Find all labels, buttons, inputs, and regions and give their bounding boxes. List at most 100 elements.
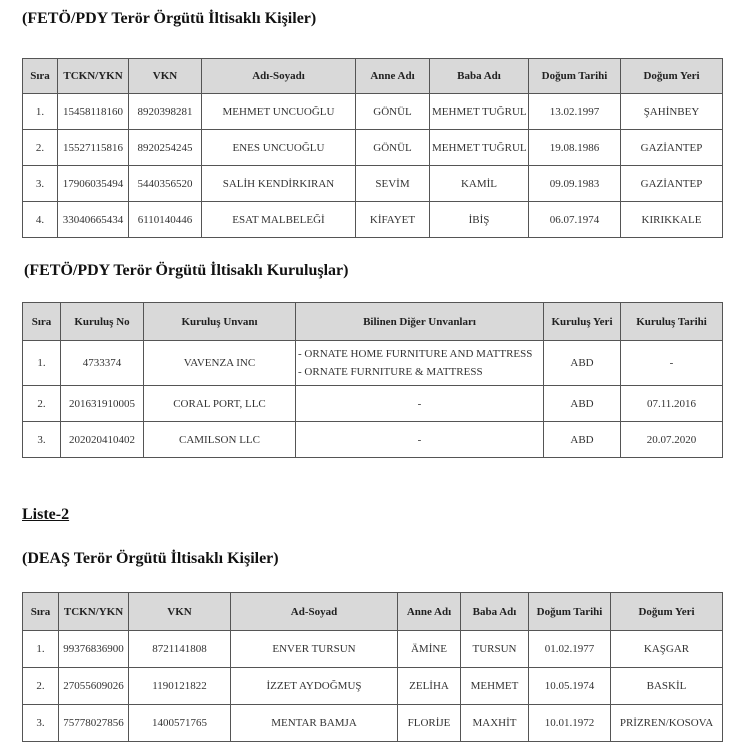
table-cell: 201631910005: [60, 385, 144, 422]
column-header: Doğum Tarihi: [528, 592, 611, 631]
table-cell: ENES UNCUOĞLU: [201, 129, 356, 166]
column-header: VKN: [128, 58, 202, 94]
table-row: 2. 15527115816 8920254245 ENES UNCUOĞLU GÖNÜ…: [22, 129, 723, 166]
table-cell: 19.08.1986: [528, 129, 621, 166]
column-header: Anne Adı: [355, 58, 430, 94]
table-cell: KAMİL: [429, 165, 529, 202]
table-cell: 17906035494: [57, 165, 129, 202]
table-cell: ESAT MALBELEĞİ: [201, 201, 356, 238]
table-cell: MAXHİT: [460, 704, 529, 742]
header-row: Sıra Kuruluş No Kuruluş Unvanı Bilinen Diğe…: [22, 302, 723, 341]
table-cell: 1400571765: [128, 704, 231, 742]
table-cell: 33040665434: [57, 201, 129, 238]
table-cell: PRİZREN/KOSOVA: [610, 704, 723, 742]
table-cell: 15527115816: [57, 129, 129, 166]
table-cell: FLORİJE: [397, 704, 461, 742]
table-cell: ABD: [543, 421, 621, 458]
table-cell: MEHMET UNCUOĞLU: [201, 93, 356, 130]
column-header: Doğum Yeri: [610, 592, 723, 631]
table-cell: 20.07.2020: [620, 421, 723, 458]
section-title-deas-persons: (DEAŞ Terör Örgütü İltisaklı Kişiler): [22, 550, 279, 567]
table-cell: 8721141808: [128, 630, 231, 668]
table-cell: 1190121822: [128, 667, 231, 705]
table-cell: GAZİANTEP: [620, 165, 723, 202]
table-cell: 3.: [22, 421, 61, 458]
table-cell: 4.: [22, 201, 58, 238]
table-cell: GÖNÜL: [355, 93, 430, 130]
section-title-fetö-organizations: (FETÖ/PDY Terör Örgütü İltisaklı Kuruluş…: [24, 262, 349, 279]
column-header: VKN: [128, 592, 231, 631]
table-cell: 10.01.1972: [528, 704, 611, 742]
table-cell: 75778027856: [58, 704, 129, 742]
table-cell: İBİŞ: [429, 201, 529, 238]
table-cell: 06.07.1974: [528, 201, 621, 238]
table-row: 3. 75778027856 1400571765 MENTAR BAMJA FLORİ…: [22, 704, 723, 742]
table-cell: 99376836900: [58, 630, 129, 668]
table-row: 4. 33040665434 6110140446 ESAT MALBELEĞİ KİF…: [22, 201, 723, 238]
table-cell: SALİH KENDİRKIRAN: [201, 165, 356, 202]
table-cell: İZZET AYDOĞMUŞ: [230, 667, 398, 705]
table-cell: 15458118160: [57, 93, 129, 130]
column-header: Baba Adı: [429, 58, 529, 94]
table-cell: 1.: [22, 340, 61, 386]
fetö-persons-table: Sıra TCKN/YKN VKN Adı-Soyadı Anne Adı Baba Ad…: [22, 58, 723, 238]
column-header: Sıra: [22, 302, 61, 341]
table-cell: MEHMET: [460, 667, 529, 705]
table-cell: MEHMET TUĞRUL: [429, 129, 529, 166]
table-cell: 09.09.1983: [528, 165, 621, 202]
column-header: Baba Adı: [460, 592, 529, 631]
column-header: Bilinen Diğer Unvanları: [295, 302, 544, 341]
column-header: Kuruluş No: [60, 302, 144, 341]
column-header: Kuruluş Unvanı: [143, 302, 296, 341]
table-cell: 1.: [22, 630, 59, 668]
table-row: 3. 17906035494 5440356520 SALİH KENDİRKIRAN…: [22, 165, 723, 202]
column-header: Sıra: [22, 592, 59, 631]
column-header: TCKN/YKN: [58, 592, 129, 631]
column-header: Doğum Yeri: [620, 58, 723, 94]
column-header: Kuruluş Tarihi: [620, 302, 723, 341]
table-cell: 2.: [22, 667, 59, 705]
table-cell: 10.05.1974: [528, 667, 611, 705]
table-cell: 07.11.2016: [620, 385, 723, 422]
table-cell: -: [620, 340, 723, 386]
table-cell: 8920254245: [128, 129, 202, 166]
table-cell: 2.: [22, 129, 58, 166]
table-cell: 5440356520: [128, 165, 202, 202]
header-row: Sıra TCKN/YKN VKN Ad-Soyad Anne Adı Baba Adı D…: [22, 592, 723, 631]
table-cell: MEHMET TUĞRUL: [429, 93, 529, 130]
table-cell: KIRIKKALE: [620, 201, 723, 238]
table-cell: ŞAHİNBEY: [620, 93, 723, 130]
table-cell: 2.: [22, 385, 61, 422]
table-cell: ABD: [543, 340, 621, 386]
table-cell: 13.02.1997: [528, 93, 621, 130]
table-cell: ÄMİNE: [397, 630, 461, 668]
table-cell: GÖNÜL: [355, 129, 430, 166]
table-cell: 3.: [22, 704, 59, 742]
table-row: 2. 27055609026 1190121822 İZZET AYDOĞMUŞ ZEL…: [22, 667, 723, 705]
table-cell: ENVER TURSUN: [230, 630, 398, 668]
table-cell: TURSUN: [460, 630, 529, 668]
table-cell: ABD: [543, 385, 621, 422]
column-header: Sıra: [22, 58, 58, 94]
fetö-organizations-table: Sıra Kuruluş No Kuruluş Unvanı Bilinen Diğe…: [22, 302, 723, 458]
table-cell: MENTAR BAMJA: [230, 704, 398, 742]
table-cell: 6110140446: [128, 201, 202, 238]
table-row: 1. 99376836900 8721141808 ENVER TURSUN ÄMİNE…: [22, 630, 723, 668]
table-cell: 27055609026: [58, 667, 129, 705]
table-cell: GAZİANTEP: [620, 129, 723, 166]
table-cell: 202020410402: [60, 421, 144, 458]
table-cell: KİFAYET: [355, 201, 430, 238]
column-header: TCKN/YKN: [57, 58, 129, 94]
table-row: 1. 15458118160 8920398281 MEHMET UNCUOĞLU GÖ…: [22, 93, 723, 130]
table-cell: -: [295, 385, 544, 422]
deas-persons-table: Sıra TCKN/YKN VKN Ad-Soyad Anne Adı Baba Adı D…: [22, 592, 723, 742]
table-cell: SEVİM: [355, 165, 430, 202]
table-cell: KAŞGAR: [610, 630, 723, 668]
table-cell: CORAL PORT, LLC: [143, 385, 296, 422]
column-header: Kuruluş Yeri: [543, 302, 621, 341]
column-header: Doğum Tarihi: [528, 58, 621, 94]
table-row: 1. 4733374 VAVENZA INC - ORNATE HOME FURNIT…: [22, 340, 723, 386]
table-cell: 01.02.1977: [528, 630, 611, 668]
column-header: Adı-Soyadı: [201, 58, 356, 94]
table-row: 2. 201631910005 CORAL PORT, LLC - ABD 07.11.2…: [22, 385, 723, 422]
